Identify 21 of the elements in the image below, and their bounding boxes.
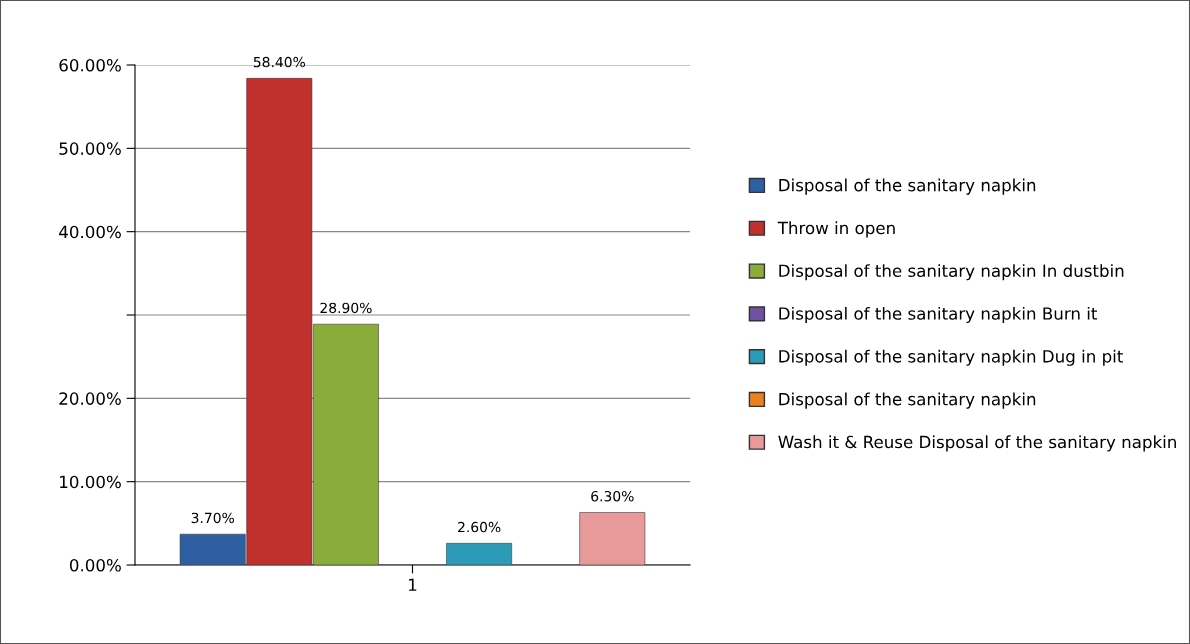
data-label: 6.30% — [591, 490, 634, 502]
legend-label: Disposal of the sanitary napkin In dustbin — [779, 264, 1124, 281]
legend-label: Throw in open — [777, 221, 895, 238]
y-tick-label: 50.00% — [59, 142, 121, 155]
legend-label: Disposal of the sanitary napkin Burn it — [779, 306, 1098, 324]
data-label: 3.70% — [191, 512, 234, 524]
legend-label: Disposal of the sanitary napkin Dug in pit — [779, 349, 1123, 366]
y-tick-label: 40.00% — [59, 225, 121, 239]
data-label: 58.40% — [253, 56, 306, 68]
x-tick-label: 1 — [409, 578, 417, 591]
data-label: 2.60% — [458, 521, 501, 533]
bar — [446, 543, 513, 565]
legend-label: Disposal of the sanitary napkin — [779, 392, 1036, 409]
bar — [579, 512, 646, 565]
y-tick-label: 0.00% — [69, 558, 121, 572]
legend-label: Wash it & Reuse Disposal of the sanitary napkin — [778, 435, 1176, 452]
y-tick-label: 20.00% — [59, 392, 121, 405]
y-tick-label: 10.00% — [60, 475, 121, 489]
y-tick-label: 60.00% — [59, 58, 121, 72]
data-label: 28.90% — [320, 302, 372, 314]
legend-label: Disposal of the sanitary napkin — [779, 178, 1036, 195]
